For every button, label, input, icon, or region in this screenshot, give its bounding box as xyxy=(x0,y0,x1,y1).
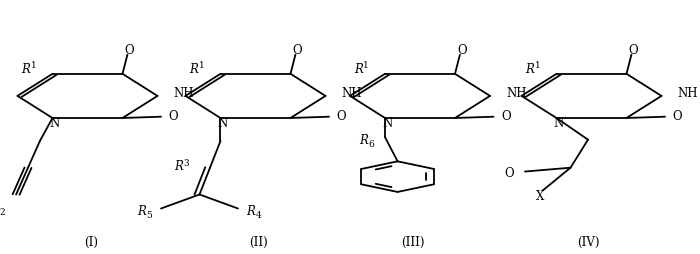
Text: O: O xyxy=(673,110,682,123)
Text: 4: 4 xyxy=(256,210,261,219)
Text: N: N xyxy=(50,117,60,130)
Text: 3: 3 xyxy=(183,158,189,167)
Text: O: O xyxy=(629,43,638,56)
Text: O: O xyxy=(293,43,302,56)
Text: N: N xyxy=(218,117,228,130)
Text: O: O xyxy=(337,110,346,123)
Text: O: O xyxy=(457,43,467,56)
Text: 1: 1 xyxy=(535,61,540,70)
Text: R: R xyxy=(354,62,363,75)
Text: R: R xyxy=(190,62,198,75)
Text: 1: 1 xyxy=(31,61,36,70)
Text: (II): (II) xyxy=(250,235,268,248)
Text: O: O xyxy=(169,110,178,123)
Text: X: X xyxy=(536,189,545,202)
Text: 2: 2 xyxy=(0,208,5,216)
Text: (IV): (IV) xyxy=(577,235,599,248)
Text: 1: 1 xyxy=(199,61,204,70)
Text: R: R xyxy=(360,134,368,147)
Text: 6: 6 xyxy=(369,139,375,148)
Text: NH: NH xyxy=(174,87,195,100)
Text: R: R xyxy=(137,204,146,217)
Text: NH: NH xyxy=(678,87,699,100)
Text: (I): (I) xyxy=(84,235,98,248)
Text: O: O xyxy=(505,167,514,180)
Text: 5: 5 xyxy=(146,210,152,219)
Text: R: R xyxy=(22,62,30,75)
Text: R: R xyxy=(246,204,255,217)
Text: N: N xyxy=(382,117,392,130)
Text: NH: NH xyxy=(506,87,527,100)
Text: O: O xyxy=(501,110,511,123)
Text: R: R xyxy=(526,62,534,75)
Text: 1: 1 xyxy=(363,61,369,70)
Text: NH: NH xyxy=(342,87,363,100)
Text: N: N xyxy=(554,117,564,130)
Text: O: O xyxy=(125,43,134,56)
Text: R: R xyxy=(174,160,183,172)
Text: (III): (III) xyxy=(401,235,425,248)
